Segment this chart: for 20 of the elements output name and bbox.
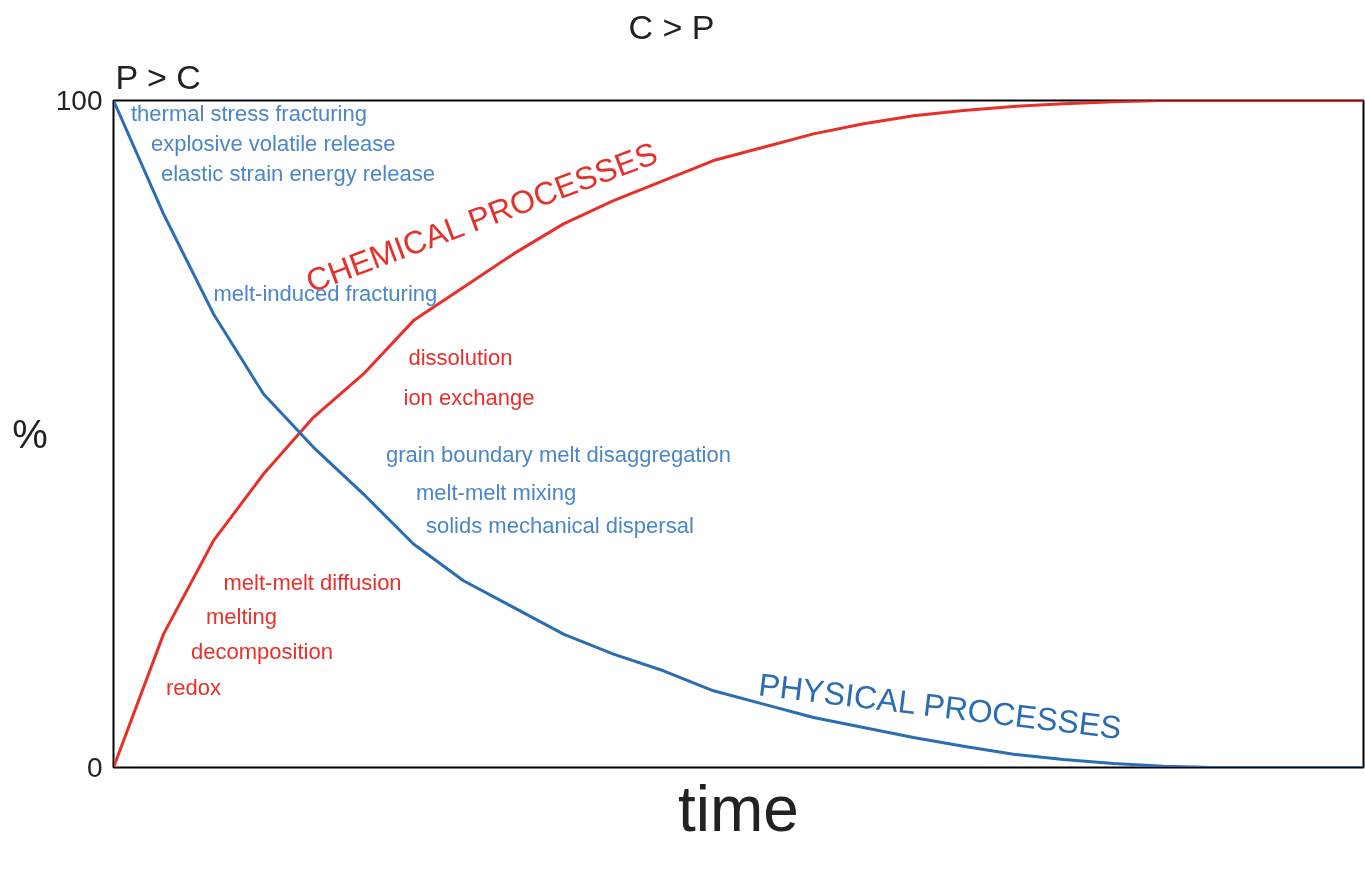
annotation: ion exchange xyxy=(403,385,535,411)
annotation: grain boundary melt disaggregation xyxy=(386,441,731,467)
y-tick-label: 100 xyxy=(55,85,103,116)
annotation: elastic strain energy release xyxy=(161,161,435,187)
y-axis-title: % xyxy=(12,412,48,456)
x-axis-title: time xyxy=(678,772,799,845)
annotation: solids mechanical dispersal xyxy=(426,512,694,538)
annotation: melt-melt diffusion xyxy=(223,569,402,595)
annotation: melt-melt mixing xyxy=(416,479,577,505)
annotation: decomposition xyxy=(191,638,333,664)
annotation: explosive volatile release xyxy=(151,130,396,156)
annotation: melting xyxy=(206,604,277,630)
line-series xyxy=(113,100,1364,768)
text: C > P xyxy=(628,7,715,46)
text: P > C xyxy=(115,57,201,96)
text: PHYSICAL PROCESSES xyxy=(756,666,1124,746)
annotation: thermal stress fracturing xyxy=(131,100,367,126)
y-tick-label: 0 xyxy=(86,752,103,783)
annotation: redox xyxy=(166,674,222,700)
annotation: dissolution xyxy=(408,344,513,370)
